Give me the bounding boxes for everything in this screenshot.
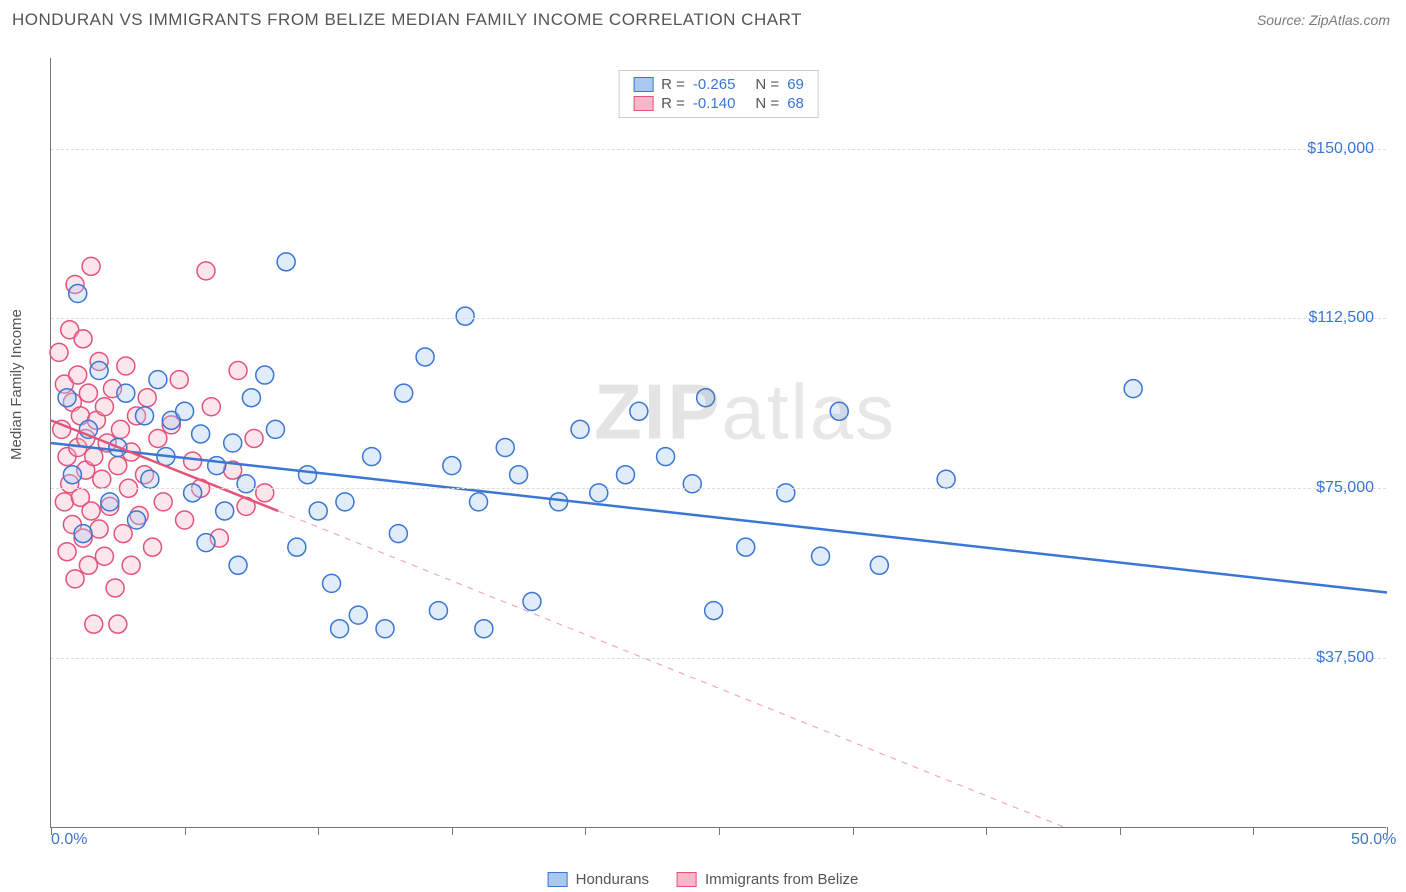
- legend-row-hondurans: R = -0.265 N = 69: [633, 75, 804, 94]
- y-tick-label: $150,000: [1307, 140, 1374, 158]
- chart-area: Median Family Income ZIPatlas R = -0.265…: [0, 40, 1406, 892]
- swatch-belize-bottom: [677, 872, 697, 887]
- chart-title: HONDURAN VS IMMIGRANTS FROM BELIZE MEDIA…: [12, 10, 802, 30]
- y-tick-label: $37,500: [1316, 649, 1374, 667]
- x-tick-label: 0.0%: [51, 831, 87, 849]
- y-tick-label: $75,000: [1316, 479, 1374, 497]
- chart-header: HONDURAN VS IMMIGRANTS FROM BELIZE MEDIA…: [0, 0, 1406, 36]
- legend-item-hondurans: Hondurans: [548, 871, 649, 888]
- chart-source: Source: ZipAtlas.com: [1257, 12, 1390, 28]
- legend-item-belize: Immigrants from Belize: [677, 871, 858, 888]
- y-tick-label: $112,500: [1308, 309, 1374, 327]
- swatch-belize: [633, 96, 653, 111]
- legend-row-belize: R = -0.140 N = 68: [633, 94, 804, 113]
- swatch-hondurans: [633, 77, 653, 92]
- plot-region: ZIPatlas R = -0.265 N = 69 R = -0.140 N …: [50, 58, 1386, 828]
- x-tick-label: 50.0%: [1351, 831, 1396, 849]
- series-legend: Hondurans Immigrants from Belize: [548, 871, 859, 888]
- correlation-legend: R = -0.265 N = 69 R = -0.140 N = 68: [618, 70, 819, 118]
- y-axis-label: Median Family Income: [8, 309, 25, 460]
- plot-svg: [51, 58, 1386, 827]
- swatch-hondurans-bottom: [548, 872, 568, 887]
